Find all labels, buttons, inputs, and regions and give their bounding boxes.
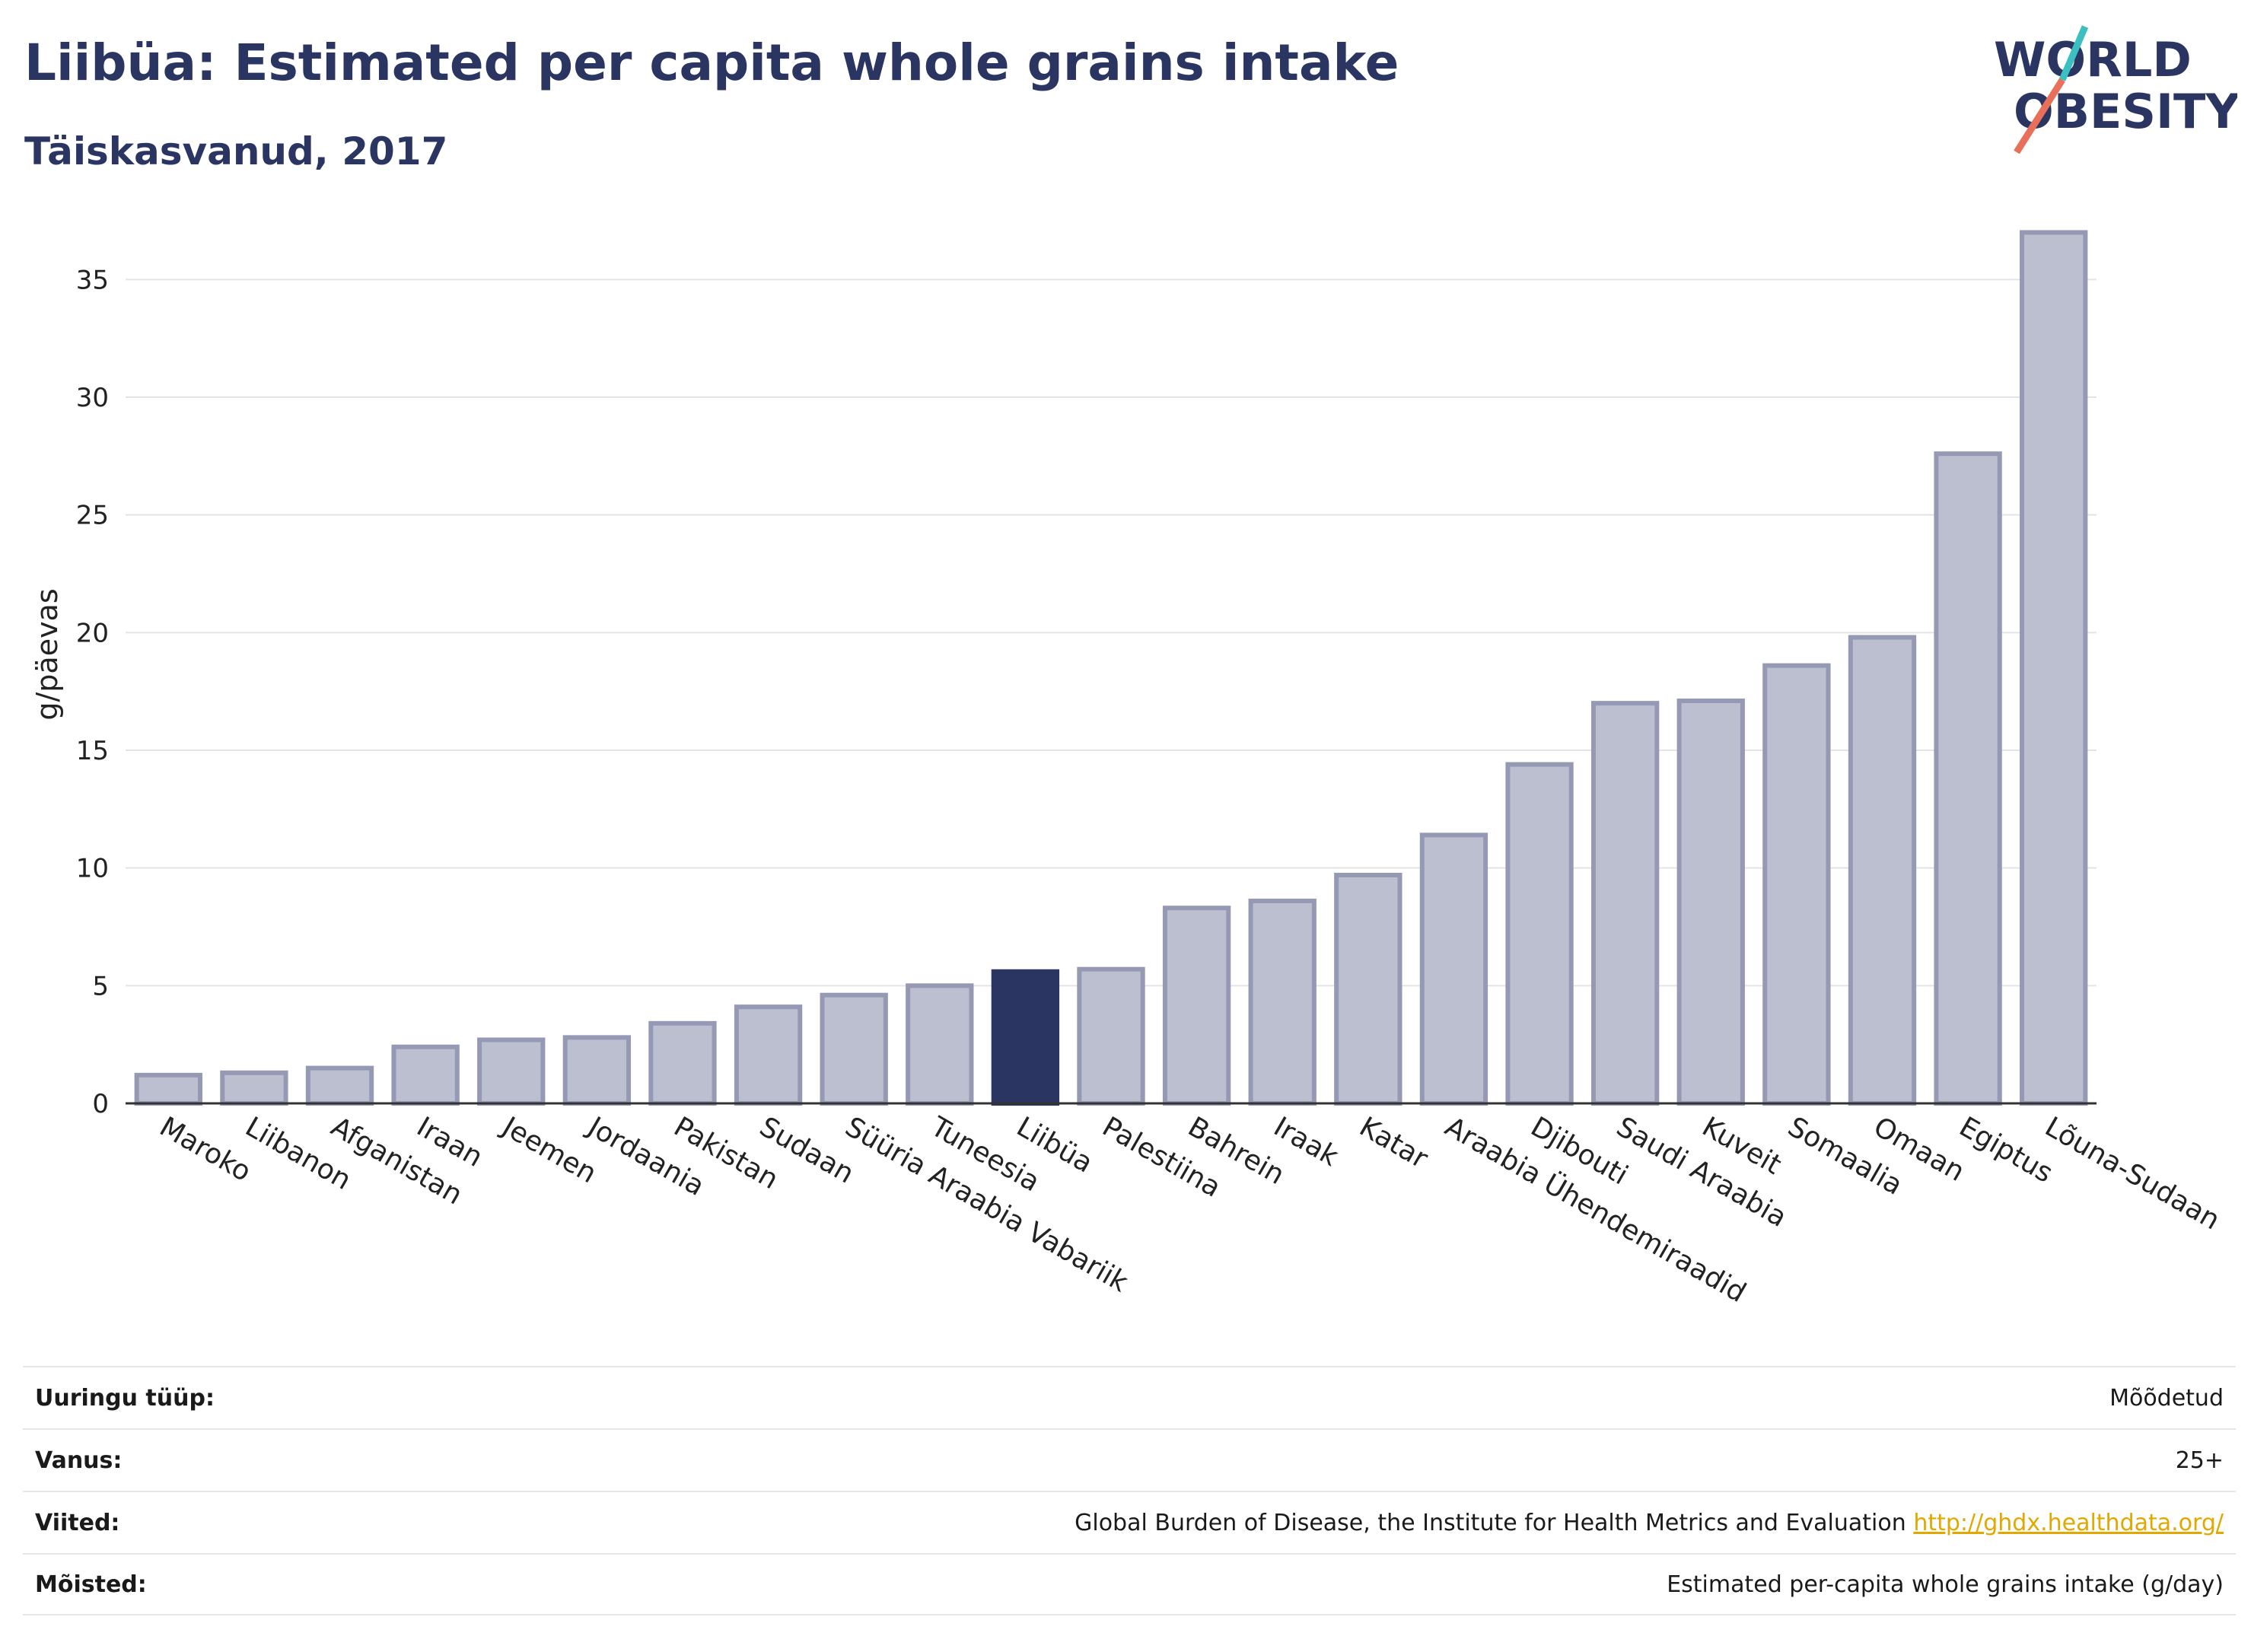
bar-chart: 0 5 10 15 20 25 30 35 MarokoLiibanonAfganistanI…	[30, 230, 2225, 1309]
y-tick-label: 0	[92, 1089, 109, 1119]
meta-row-references: Viited: Global Burden of Disease, the In…	[23, 1491, 2236, 1553]
chart-subtitle: Täiskasvanud, 2017	[24, 129, 448, 173]
logo-slash-coral	[2014, 78, 2065, 154]
bar-bahrein	[1162, 906, 1231, 1106]
meta-key: Uuringu tüüp:	[35, 1384, 215, 1412]
reference-text: Global Burden of Disease, the Institute …	[1075, 1509, 1906, 1536]
bar-katar	[1334, 872, 1402, 1106]
bar-liibüa	[991, 969, 1060, 1106]
bar-iraan	[391, 1044, 460, 1106]
meta-key: Vanus:	[35, 1447, 123, 1474]
bar-pakistan	[648, 1020, 717, 1106]
bar-tuneesia	[906, 983, 974, 1106]
y-tick-label: 5	[92, 971, 109, 1001]
bar-afganistan	[305, 1065, 374, 1106]
meta-value: Mõõdetud	[2109, 1384, 2224, 1412]
x-tick-label: Katar	[1354, 1111, 1433, 1175]
bar-egiptus	[1934, 451, 2002, 1106]
x-tick-label: Lõuna-Sudaan	[2039, 1111, 2225, 1236]
logo-slash-teal	[2058, 25, 2089, 81]
y-tick-label: 10	[76, 854, 109, 884]
y-tick-label: 30	[76, 383, 109, 413]
bar-djibouti	[1505, 762, 1574, 1106]
meta-row-survey-type: Uuringu tüüp: Mõõdetud	[23, 1366, 2236, 1428]
meta-value: 25+	[2175, 1447, 2224, 1474]
bar-maroko	[134, 1072, 202, 1106]
meta-value: Estimated per-capita whole grains intake…	[1667, 1571, 2224, 1598]
y-tick-label: 20	[76, 618, 109, 648]
meta-value-references: Global Burden of Disease, the Institute …	[1075, 1510, 2224, 1536]
bar-sudaan	[734, 1004, 803, 1106]
meta-row-definitions: Mõisted: Estimated per-capita whole grai…	[23, 1553, 2236, 1615]
x-tick-label: Egiptus	[1954, 1111, 2058, 1189]
meta-key: Viited:	[35, 1509, 120, 1536]
logo-line1: WORLD	[1994, 32, 2192, 88]
bar-liibanon	[220, 1070, 288, 1106]
bar-süüria-araabia-vabariik	[820, 992, 888, 1106]
reference-link[interactable]: http://ghdx.healthdata.org/	[1913, 1509, 2224, 1536]
meta-row-age: Vanus: 25+	[23, 1428, 2236, 1491]
bar-omaan	[1848, 635, 1917, 1106]
y-tick-label: 15	[76, 736, 109, 766]
bar-lõuna-sudaan	[2020, 230, 2088, 1106]
bars	[134, 230, 2088, 1106]
bar-somaalia	[1762, 663, 1831, 1106]
x-tick-label: Maroko	[154, 1111, 256, 1188]
bar-jeemen	[477, 1037, 546, 1106]
y-tick-label: 35	[76, 265, 109, 295]
x-tick-label: Jeemen	[496, 1110, 602, 1189]
bar-kuveit	[1676, 699, 1745, 1106]
bar-iraak	[1248, 898, 1317, 1106]
bar-araabia-ühendemiraadid	[1419, 832, 1488, 1106]
y-tick-label: 25	[76, 501, 109, 531]
y-axis-ticks: 0 5 10 15 20 25 30 35	[76, 265, 109, 1119]
y-axis-title: g/päevas	[30, 588, 64, 720]
metadata-table: Uuringu tüüp: Mõõdetud Vanus: 25+ Viited…	[23, 1366, 2236, 1615]
bar-saudi-araabia	[1590, 701, 1660, 1106]
bar-palestiina	[1077, 966, 1145, 1106]
bar-jordaania	[562, 1035, 632, 1106]
chart-title: Liibüa: Estimated per capita whole grain…	[24, 33, 1399, 92]
world-obesity-logo: WORLD OBESITY	[1994, 25, 2237, 154]
meta-key: Mõisted:	[35, 1571, 147, 1598]
